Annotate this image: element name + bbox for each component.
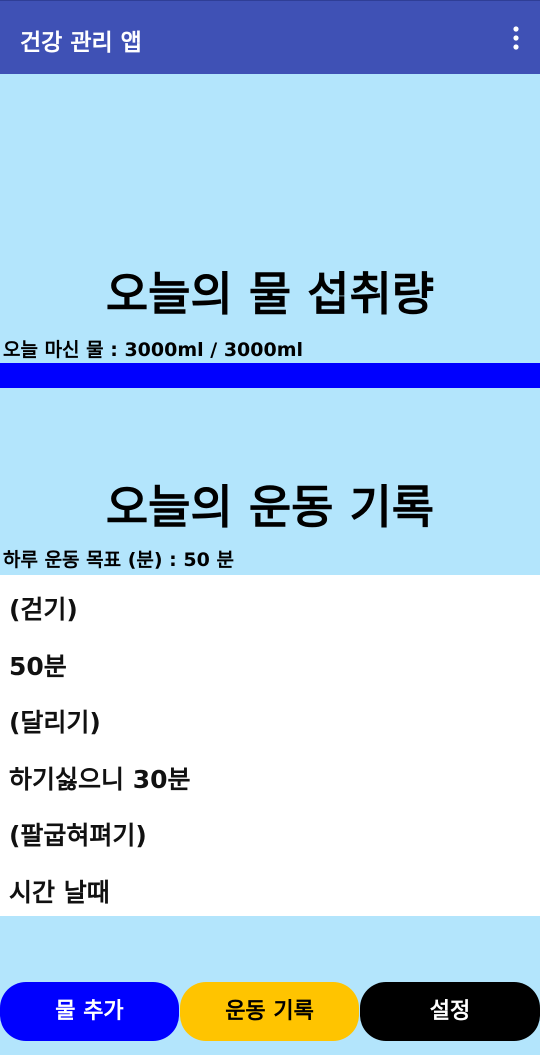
settings-button[interactable]: 설정	[360, 982, 540, 1041]
water-section-title: 오늘의 물 섭취량	[105, 267, 435, 321]
log-item: (팔굽혀펴기)	[9, 821, 147, 850]
log-item: (걷기)	[9, 595, 78, 624]
exercise-goal-label: 하루 운동 목표 (분) : 50 분	[3, 549, 234, 571]
add-water-button[interactable]: 물 추가	[0, 982, 179, 1041]
log-item: 하기싫으니 30분	[9, 765, 191, 794]
exercise-section-title: 오늘의 운동 기록	[105, 480, 435, 534]
app-title: 건강 관리 앱	[20, 30, 142, 56]
water-intake-label: 오늘 마신 물 : 3000ml / 3000ml	[3, 339, 304, 361]
water-progress-fill	[0, 363, 540, 388]
exercise-log-button[interactable]: 운동 기록	[180, 982, 359, 1041]
log-item: 시간 날때	[9, 878, 110, 907]
exercise-log-list: (걷기) 50분 (달리기) 하기싫으니 30분 (팔굽혀펴기) 시간 날때	[0, 575, 540, 916]
log-item: (달리기)	[9, 708, 101, 737]
app-bar: 건강 관리 앱	[0, 0, 540, 74]
water-progress-bar	[0, 363, 540, 388]
more-vert-icon[interactable]	[510, 26, 522, 50]
log-item: 50분	[9, 652, 67, 681]
